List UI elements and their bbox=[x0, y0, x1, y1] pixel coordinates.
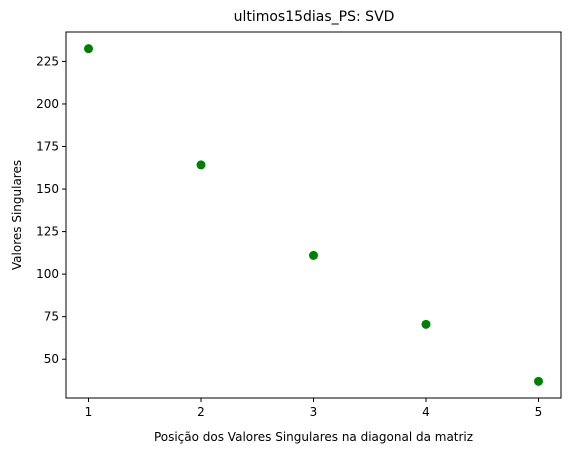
data-point bbox=[421, 319, 431, 329]
y-tick-label: 175 bbox=[36, 140, 59, 154]
x-axis-title: Posição dos Valores Singulares na diagon… bbox=[154, 430, 473, 444]
chart-title: ultimos15dias_PS: SVD bbox=[234, 9, 395, 25]
y-axis-ticks: 50 75 100 125 150 175 200 225 bbox=[36, 54, 66, 366]
x-tick-label: 2 bbox=[197, 405, 205, 419]
y-tick-label: 125 bbox=[36, 225, 59, 239]
x-tick-label: 3 bbox=[310, 405, 318, 419]
y-tick-label: 150 bbox=[36, 182, 59, 196]
data-point bbox=[196, 160, 206, 170]
x-tick-label: 1 bbox=[85, 405, 93, 419]
y-tick-label: 50 bbox=[44, 352, 59, 366]
x-tick-label: 4 bbox=[422, 405, 430, 419]
y-tick-label: 100 bbox=[36, 267, 59, 281]
data-point bbox=[309, 250, 318, 260]
y-tick-label: 75 bbox=[44, 310, 59, 324]
data-points bbox=[84, 44, 543, 386]
y-tick-label: 200 bbox=[36, 97, 59, 111]
data-point bbox=[84, 44, 93, 54]
x-tick-label: 5 bbox=[535, 405, 543, 419]
x-axis-ticks: 1 2 3 4 5 bbox=[85, 398, 543, 419]
plot-frame bbox=[65, 31, 562, 399]
y-tick-label: 225 bbox=[36, 54, 59, 68]
data-point bbox=[534, 376, 543, 386]
y-axis-title: Valores Singulares bbox=[10, 160, 24, 270]
